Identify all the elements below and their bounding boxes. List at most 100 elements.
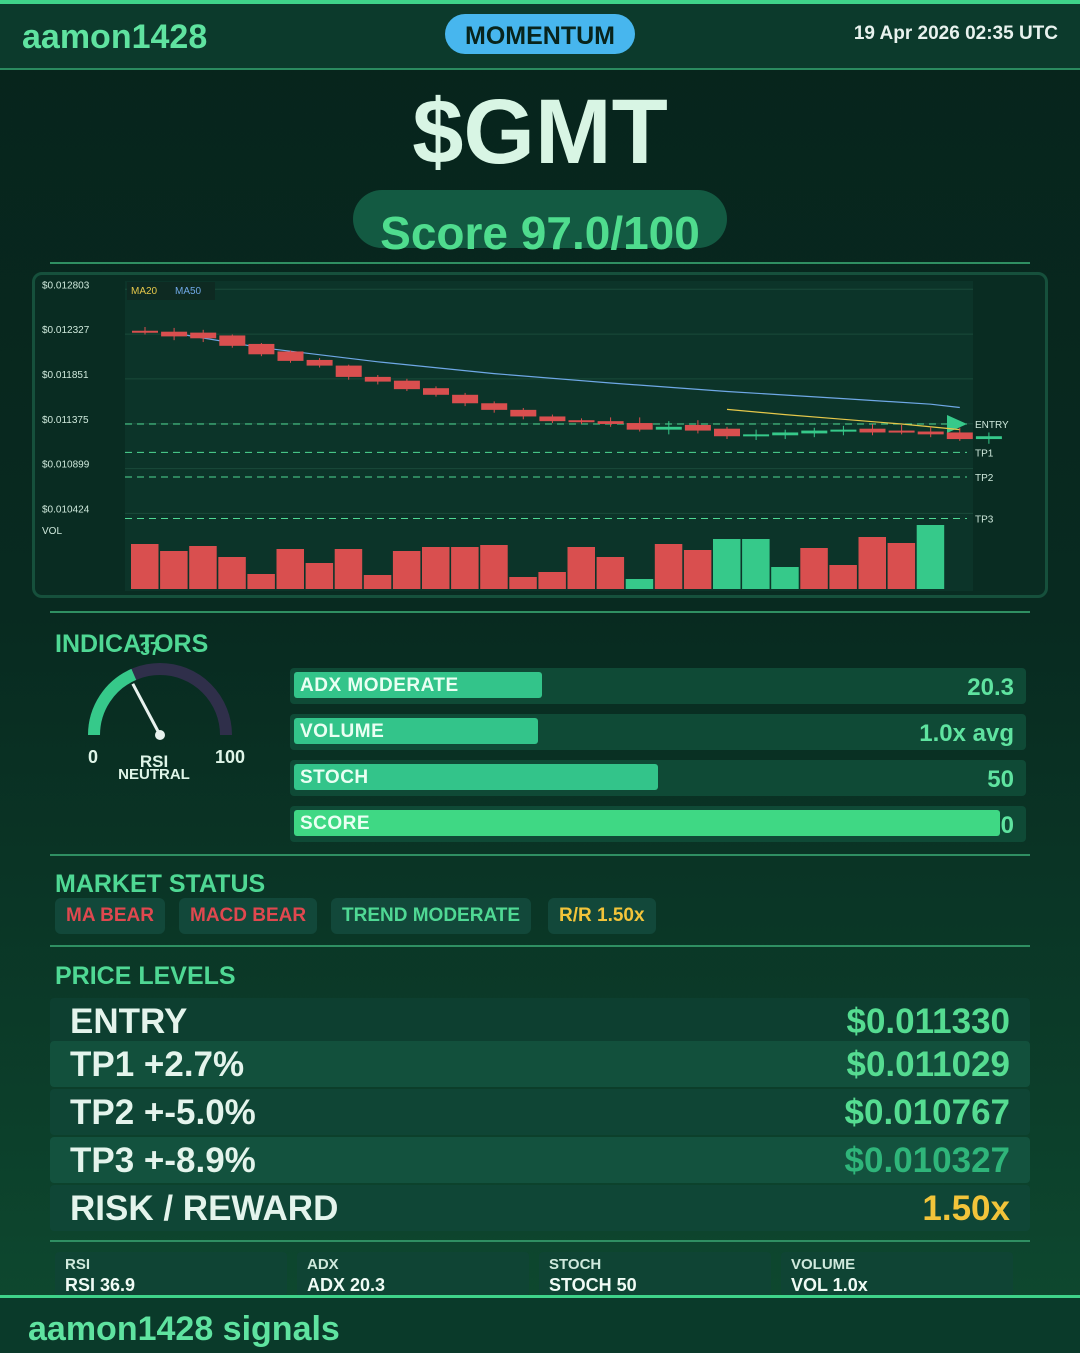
score-pill: [353, 190, 727, 248]
indicator-bar-volume: VOLUME 1.0x avg: [290, 714, 1026, 750]
candle-body: [772, 432, 799, 436]
stat-key: RSI: [65, 1256, 91, 1273]
stat-value: STOCH 50: [549, 1275, 637, 1295]
volume-bar: [771, 567, 799, 589]
candle-body: [859, 428, 886, 433]
datetime-label: 19 Apr 2026 02:35 UTC: [853, 23, 1058, 44]
volume-bar: [247, 574, 275, 589]
level-label: ENTRY: [70, 1002, 188, 1041]
volume-bar: [538, 572, 566, 589]
volume-bar: [829, 565, 857, 589]
level-label: TP1 +2.7%: [70, 1045, 245, 1084]
candle-body: [684, 424, 711, 431]
divider: [50, 945, 1030, 947]
gauge-max: 100: [215, 747, 245, 767]
candle-body: [626, 423, 653, 430]
bar-fill: [294, 718, 538, 744]
stat-value: ADX 20.3: [307, 1275, 386, 1295]
y-tick-label: $0.012327: [42, 325, 90, 336]
candle-body: [423, 388, 449, 395]
bar-fill: [294, 672, 542, 698]
volume-bar: [334, 549, 363, 589]
legend-box: [127, 282, 215, 300]
candle-body: [306, 359, 333, 366]
level-row-tp1: TP1 +2.7% $0.011029: [50, 1041, 1030, 1087]
volume-bar: [916, 525, 945, 589]
volume-bar: [480, 545, 508, 589]
stat-key: STOCH: [549, 1256, 602, 1273]
gauge-fill: [88, 668, 137, 736]
indicator-bar-adx: ADX MODERATE 20.3: [290, 668, 1026, 704]
y-tick-label: $0.010899: [42, 460, 90, 471]
level-row-entry: ENTRY $0.011330: [50, 998, 1030, 1044]
market-status-title: MARKET STATUS: [55, 870, 266, 898]
volume-bar: [683, 550, 712, 589]
candle-body: [830, 429, 857, 432]
stat-value: VOL 1.0x: [791, 1275, 868, 1295]
candle-body: [393, 380, 420, 390]
candle-body: [335, 365, 362, 377]
candle-body: [917, 431, 944, 435]
volume-bar: [160, 551, 188, 589]
level-label: TP2: [975, 473, 994, 484]
bar-value: 0: [1000, 812, 1014, 839]
candle-body: [975, 436, 1002, 440]
volume-label: VOL: [42, 526, 62, 537]
footer-brand: aamon1428 signals: [28, 1310, 340, 1348]
divider: [50, 611, 1030, 613]
legend-ma20: MA20: [131, 286, 158, 297]
volume-bar: [713, 539, 741, 589]
candle-body: [743, 434, 770, 437]
volume-bar: [800, 548, 828, 589]
volume-bar: [276, 549, 304, 589]
indicators-title: INDICATORS: [55, 630, 209, 658]
level-label: TP2 +-5.0%: [70, 1093, 256, 1132]
candle-body: [539, 416, 566, 422]
level-label: RISK / REWARD: [70, 1189, 339, 1228]
gauge-min: 0: [88, 747, 98, 767]
level-value: $0.011029: [846, 1045, 1010, 1084]
gauge-track: [88, 663, 232, 736]
level-label: TP3: [975, 514, 994, 525]
mode-badge: MOMENTUM: [445, 14, 635, 54]
bar-label: STOCH: [300, 767, 369, 788]
bar-fill: [294, 810, 1000, 836]
volume-bar: [451, 547, 479, 589]
candle-body: [568, 420, 595, 423]
volume-bar: [392, 551, 421, 589]
level-value: $0.011330: [846, 1002, 1010, 1041]
stat-key: ADX: [307, 1256, 339, 1273]
level-value: $0.010327: [844, 1141, 1010, 1180]
candle-body: [888, 430, 915, 433]
volume-bar: [567, 547, 595, 589]
candle-body: [946, 432, 973, 440]
ma20-line: [726, 408, 960, 431]
level-row-tp2: TP2 +-5.0% $0.010767: [50, 1089, 1030, 1135]
indicator-bar-score: SCORE 0: [290, 806, 1026, 842]
rsi-value: 37: [140, 639, 160, 659]
volume-bar: [422, 547, 450, 589]
stat-card-volume: VOLUME VOL 1.0x: [781, 1252, 1013, 1296]
y-tick-label: $0.011375: [42, 415, 89, 426]
rsi-gauge: 37 0 100 RSI NEUTRAL: [88, 639, 245, 783]
divider: [50, 1240, 1030, 1242]
level-value: $0.010767: [844, 1093, 1010, 1132]
bar-value: 20.3: [967, 674, 1014, 701]
volume-bar: [305, 563, 334, 589]
gauge-state: NEUTRAL: [118, 766, 190, 783]
candle-body: [277, 351, 304, 361]
bar-label: VOLUME: [300, 721, 385, 742]
candle-body: [452, 394, 479, 404]
volume-bar: [218, 557, 246, 589]
candle-body: [481, 403, 508, 410]
stat-key: VOLUME: [791, 1256, 856, 1273]
volume-bar: [654, 544, 683, 589]
divider: [50, 854, 1030, 856]
candle-body: [714, 428, 740, 437]
status-badge-ma: MA BEAR: [55, 898, 165, 934]
stat-card-adx: ADX ADX 20.3: [297, 1252, 529, 1296]
candle-body: [801, 430, 828, 434]
stat-card-stoch: STOCH STOCH 50: [539, 1252, 771, 1296]
level-label: TP3 +-8.9%: [70, 1141, 256, 1180]
candle-body: [132, 330, 158, 333]
